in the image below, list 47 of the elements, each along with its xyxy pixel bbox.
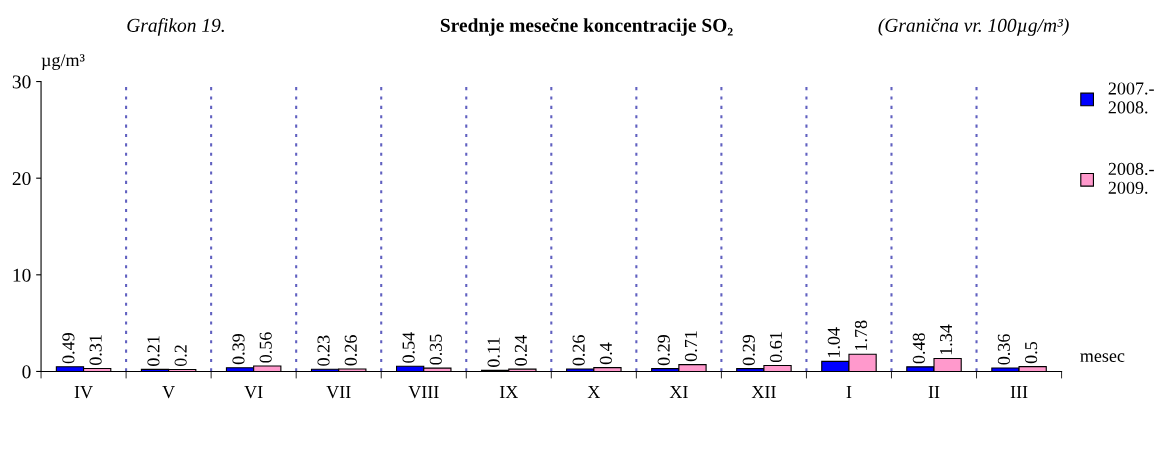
data-label: 0.11 — [487, 337, 500, 367]
data-label: 0.48 — [912, 333, 925, 364]
chart-title: Srednje mesečne koncentracije SO₂ — [440, 18, 733, 36]
data-label: 0.31 — [89, 335, 102, 365]
data-label: 0.36 — [997, 334, 1011, 365]
data-label: 0.71 — [684, 331, 698, 362]
x-tick-label: VII — [326, 386, 351, 399]
legend-label: 2007.- 2008. — [1108, 82, 1154, 114]
x-tick-label: V — [162, 386, 175, 399]
data-label: 0.35 — [429, 334, 442, 365]
x-tick-label: IV — [74, 386, 93, 399]
data-label: 0.29 — [742, 335, 755, 366]
data-label: 0.26 — [344, 335, 357, 366]
x-tick-label: VI — [244, 386, 263, 399]
data-label: 0.49 — [62, 333, 75, 364]
data-label: 0.4 — [599, 342, 613, 365]
data-label: 0.29 — [657, 335, 670, 366]
data-label: 0.23 — [317, 335, 330, 366]
y-axis-title: µg/m³ — [41, 54, 85, 70]
data-label: 0.54 — [402, 332, 415, 363]
x-tick-label: XII — [751, 386, 776, 398]
x-axis-title: mesec — [1080, 353, 1125, 362]
y-tick-label: 0 — [22, 365, 31, 379]
text: (Granična vr. 100µg/m³) — [878, 18, 1069, 36]
data-label: 1.04 — [827, 327, 840, 358]
x-tick-label: II — [928, 386, 940, 398]
data-label: 0.24 — [514, 335, 527, 366]
data-label: 0.39 — [232, 334, 245, 365]
x-tick-label: VIII — [408, 386, 439, 399]
data-label: 0.61 — [769, 332, 783, 363]
x-tick-label: I — [846, 386, 852, 398]
x-tick-label: IX — [499, 386, 518, 398]
y-tick-label: 20 — [12, 172, 31, 186]
data-label: 1.34 — [939, 324, 953, 355]
text: Grafikon 19. — [127, 18, 224, 36]
x-tick-label: X — [587, 386, 601, 398]
y-tick-label: 30 — [12, 75, 31, 89]
data-label: 0.2 — [174, 345, 187, 367]
data-label: 0.5 — [1024, 341, 1038, 364]
x-tick-label: III — [1010, 386, 1028, 398]
data-label: 0.56 — [259, 332, 272, 363]
x-tick-label: XI — [669, 386, 688, 398]
data-label: 0.21 — [147, 336, 160, 366]
data-label: 1.78 — [854, 320, 868, 350]
data-label: 0.26 — [572, 335, 585, 366]
y-tick-label: 10 — [13, 268, 31, 282]
legend-label: 2008.- 2009. — [1108, 162, 1154, 194]
